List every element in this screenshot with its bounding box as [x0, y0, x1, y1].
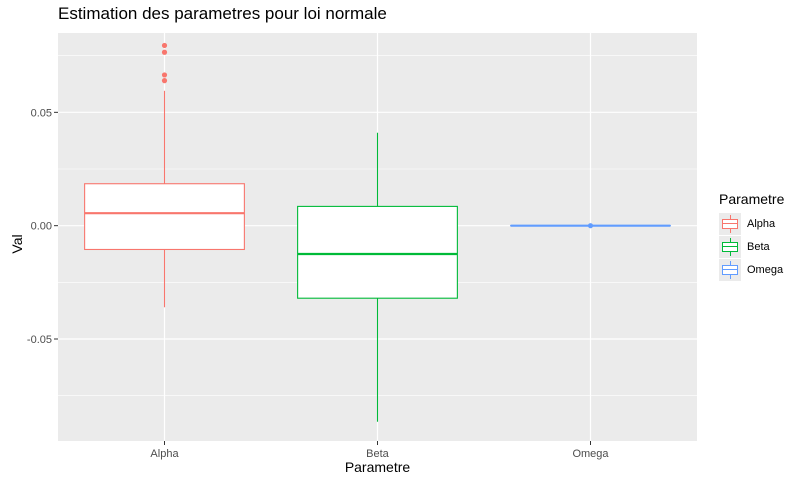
legend-item-beta: Beta [719, 235, 784, 258]
y-tick-label: 0.05 [31, 107, 52, 119]
y-tick-label: -0.05 [27, 334, 52, 346]
x-axis-label: Parametre [344, 459, 411, 475]
x-tick-label: Alpha [150, 448, 179, 460]
outlier-alpha [161, 49, 168, 55]
outlier-alpha [161, 78, 168, 84]
outlier-alpha [161, 42, 168, 49]
point-omega [587, 223, 594, 229]
box-beta [297, 205, 458, 299]
legend-item-alpha: Alpha [719, 212, 784, 235]
legend-label-omega: Omega [747, 263, 784, 276]
chart-title: Estimation des parametres pour loi norma… [58, 4, 387, 23]
legend-label-beta: Beta [747, 240, 770, 253]
outlier-alpha [161, 72, 168, 78]
y-tick-label: 0.00 [31, 221, 52, 233]
legend-item-omega: Omega [719, 258, 784, 281]
y-axis-label: Val [9, 234, 25, 254]
x-tick-label: Beta [366, 448, 390, 460]
legend-label-alpha: Alpha [747, 217, 776, 230]
x-tick-label: Omega [572, 448, 609, 460]
legend-items: Alpha Beta Omega [719, 212, 784, 281]
legend-key-alpha [719, 212, 741, 235]
legend-key-beta [719, 235, 741, 258]
box-alpha [84, 183, 245, 251]
legend: Parametre Alpha Beta Omega [719, 191, 784, 281]
legend-title: Parametre [719, 191, 785, 207]
legend-key-omega [719, 258, 741, 281]
